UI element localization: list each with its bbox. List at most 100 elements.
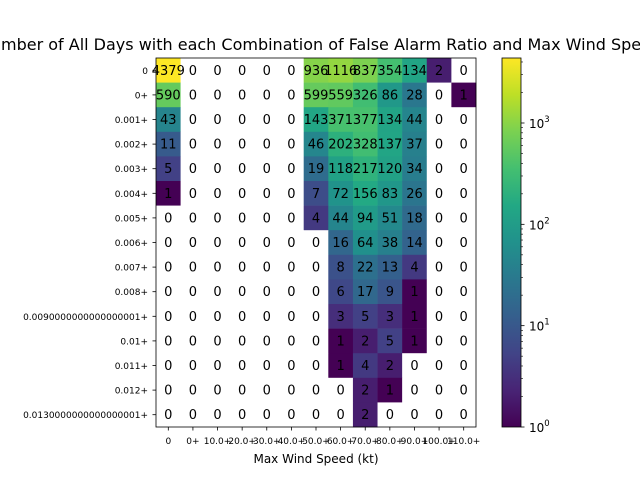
cell-value-label: 13 — [382, 261, 399, 276]
heatmap-cell — [254, 353, 280, 379]
heatmap-cell — [451, 156, 477, 182]
heatmap-cell — [180, 205, 206, 231]
heatmap-cell — [352, 279, 378, 305]
heatmap-cell — [377, 328, 403, 354]
x-tick-label: 90.0+ — [401, 437, 429, 447]
heatmap-cell — [328, 304, 354, 329]
cell-value-label: 0 — [312, 384, 320, 399]
cell-value-label: 377 — [353, 113, 378, 128]
heatmap-cell — [377, 82, 403, 108]
cell-value-label: 134 — [402, 64, 427, 79]
cell-value-label: 590 — [156, 88, 181, 103]
cell-value-label: 0 — [189, 236, 197, 251]
cell-value-label: 4 — [410, 261, 418, 276]
cell-value-label: 2 — [435, 64, 443, 79]
y-tick-label: 0.008+ — [115, 288, 148, 298]
heatmap-cell — [377, 205, 403, 231]
heatmap-cell — [451, 131, 477, 157]
cell-value-label: 137 — [377, 138, 402, 153]
cell-value-label: 0 — [263, 236, 271, 251]
heatmap-cell — [279, 131, 304, 157]
heatmap-cell — [402, 304, 428, 329]
heatmap-cell — [180, 82, 206, 108]
cell-value-label: 0 — [287, 88, 295, 103]
cell-value-label: 0 — [164, 334, 172, 349]
heatmap-cell — [205, 58, 231, 83]
cell-value-label: 0 — [263, 384, 271, 399]
cell-value-label: 0 — [312, 334, 320, 349]
heatmap-cell — [180, 353, 206, 379]
cell-value-label: 354 — [377, 64, 402, 79]
cell-value-label: 19 — [308, 162, 325, 177]
cell-value-label: 0 — [238, 113, 246, 128]
heatmap-cell — [254, 304, 280, 329]
cell-value-label: 0 — [213, 211, 221, 226]
x-tick-label: 50.0+ — [302, 437, 330, 447]
cell-value-label: 0 — [213, 310, 221, 325]
heatmap-cell — [352, 230, 378, 256]
heatmap-cell — [254, 402, 280, 428]
y-tick-label: 0.012+ — [115, 387, 148, 397]
heatmap-cell — [180, 107, 206, 133]
heatmap-cell — [180, 377, 206, 403]
heatmap-cell — [352, 254, 378, 280]
cell-value-label: 7 — [312, 187, 320, 202]
heatmap-cell — [229, 107, 255, 133]
heatmap-cell — [254, 254, 280, 280]
y-tick-label: 0.011+ — [115, 362, 148, 372]
heatmap-cell — [303, 402, 329, 428]
cell-value-label: 1 — [336, 359, 344, 374]
cell-value-label: 0 — [460, 359, 468, 374]
heatmap-cell — [303, 107, 329, 133]
heatmap-cell — [254, 181, 280, 206]
cell-value-label: 0 — [189, 187, 197, 202]
cell-value-label: 0 — [287, 384, 295, 399]
cell-value-label: 326 — [353, 88, 378, 103]
heatmap-cell — [279, 107, 304, 133]
cell-value-label: 2 — [361, 408, 369, 423]
colorbar — [501, 57, 522, 428]
heatmap-cell — [279, 279, 304, 305]
heatmap-cell — [279, 58, 304, 83]
x-tick-label: 70.0+ — [351, 437, 379, 447]
cell-value-label: 18 — [406, 211, 423, 226]
heatmap-cell — [402, 402, 428, 428]
cell-value-label: 0 — [213, 408, 221, 423]
cell-value-label: 0 — [189, 64, 197, 79]
cell-value-label: 0 — [164, 359, 172, 374]
heatmap-cell — [451, 181, 477, 206]
heatmap-cell — [402, 82, 428, 108]
cell-value-label: 6 — [336, 285, 344, 300]
cell-value-label: 0 — [460, 162, 468, 177]
cell-value-label: 0 — [410, 408, 418, 423]
cell-value-label: 936 — [304, 64, 329, 79]
cell-value-label: 4379 — [152, 64, 185, 79]
cell-value-label: 17 — [357, 285, 374, 300]
cell-value-label: 0 — [164, 384, 172, 399]
heatmap-cell — [254, 377, 280, 403]
cell-value-label: 0 — [312, 310, 320, 325]
heatmap-cell — [303, 230, 329, 256]
cell-value-label: 0 — [460, 211, 468, 226]
colorbar-tick-label: 101 — [529, 318, 550, 334]
heatmap-cell — [352, 402, 378, 428]
cell-value-label: 64 — [357, 236, 374, 251]
cell-value-label: 0 — [312, 285, 320, 300]
heatmap-cell — [328, 58, 354, 83]
x-tick-label: 0+ — [186, 437, 199, 447]
cell-value-label: 0 — [435, 187, 443, 202]
heatmap-cell — [279, 254, 304, 280]
heatmap-cell — [352, 181, 378, 206]
cell-value-label: 0 — [287, 359, 295, 374]
heatmap-cell — [402, 377, 428, 403]
heatmap-cell — [426, 230, 452, 256]
cell-value-label: 22 — [357, 261, 374, 276]
heatmap-cell — [254, 82, 280, 108]
heatmap-cell — [229, 156, 255, 182]
heatmap-cell — [156, 156, 181, 182]
cell-value-label: 0 — [263, 359, 271, 374]
cell-value-label: 0 — [435, 138, 443, 153]
heatmap-cell — [377, 107, 403, 133]
heatmap-cell — [352, 131, 378, 157]
